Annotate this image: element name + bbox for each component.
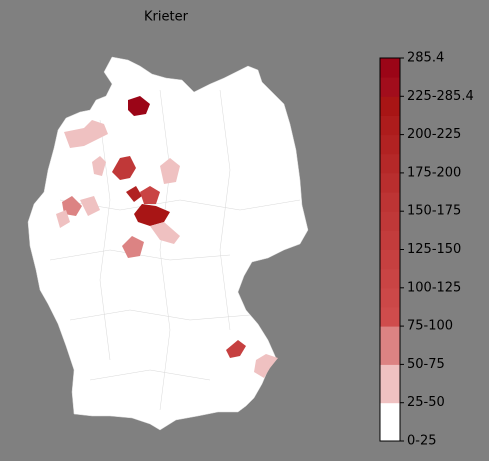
colorbar-segment [380,268,400,289]
colorbar-tick-label: 175-200 [407,165,461,180]
colorbar-segment [380,402,400,423]
region [80,196,100,216]
colorbar-tick-label: 150-175 [407,204,461,219]
region [56,210,70,228]
colorbar-segment [380,364,400,385]
colorbar-segment [380,326,400,346]
region [128,96,150,116]
colorbar-segment [380,153,400,174]
colorbar-segment [380,192,400,212]
region [140,186,160,204]
colorbar-segment [380,306,400,327]
colorbar-tick-label: 225-285.4 [407,89,474,104]
region [226,340,246,358]
colorbar-segment [380,96,400,116]
highlighted-regions [56,96,278,378]
colorbar-tick-label: 50-75 [407,357,445,372]
germany-map [27,56,309,431]
colorbar-tick-label: 100-125 [407,280,461,295]
colorbar-tick-label: 25-50 [407,395,445,410]
region [134,204,170,226]
colorbar-tick-label: 285.4 [407,51,444,66]
colorbar-segment [380,230,400,250]
colorbar-segment [380,211,400,231]
region [160,158,180,184]
colorbar-segment [380,77,400,97]
region [64,120,108,148]
colorbar-segment [380,58,400,78]
region [122,236,144,258]
region [254,354,278,378]
region [92,156,106,176]
region [112,156,136,180]
colorbar: 0-25 25-50 50-75 75-100 100-125 125-150 150-17… [380,51,474,449]
colorbar-segment [380,287,400,308]
colorbar-tick-label: 0-25 [407,434,437,449]
colorbar-segment [380,249,400,270]
region [126,186,142,202]
colorbar-tick-label: 125-150 [407,242,461,257]
colorbar-frame [379,57,401,442]
colorbar-segment [380,345,400,365]
colorbar-segment [380,134,400,155]
colorbar-segment [380,421,400,442]
colorbar-segment [380,172,400,193]
region [62,196,82,216]
country-outline [27,56,309,431]
colorbar-tick-label: 200-225 [407,127,461,142]
colorbar-segment [380,115,400,136]
colorbar-tick-label: 75-100 [407,319,453,334]
region [150,222,180,244]
colorbar-segment [380,383,400,404]
map-title: Krieter [144,10,189,25]
